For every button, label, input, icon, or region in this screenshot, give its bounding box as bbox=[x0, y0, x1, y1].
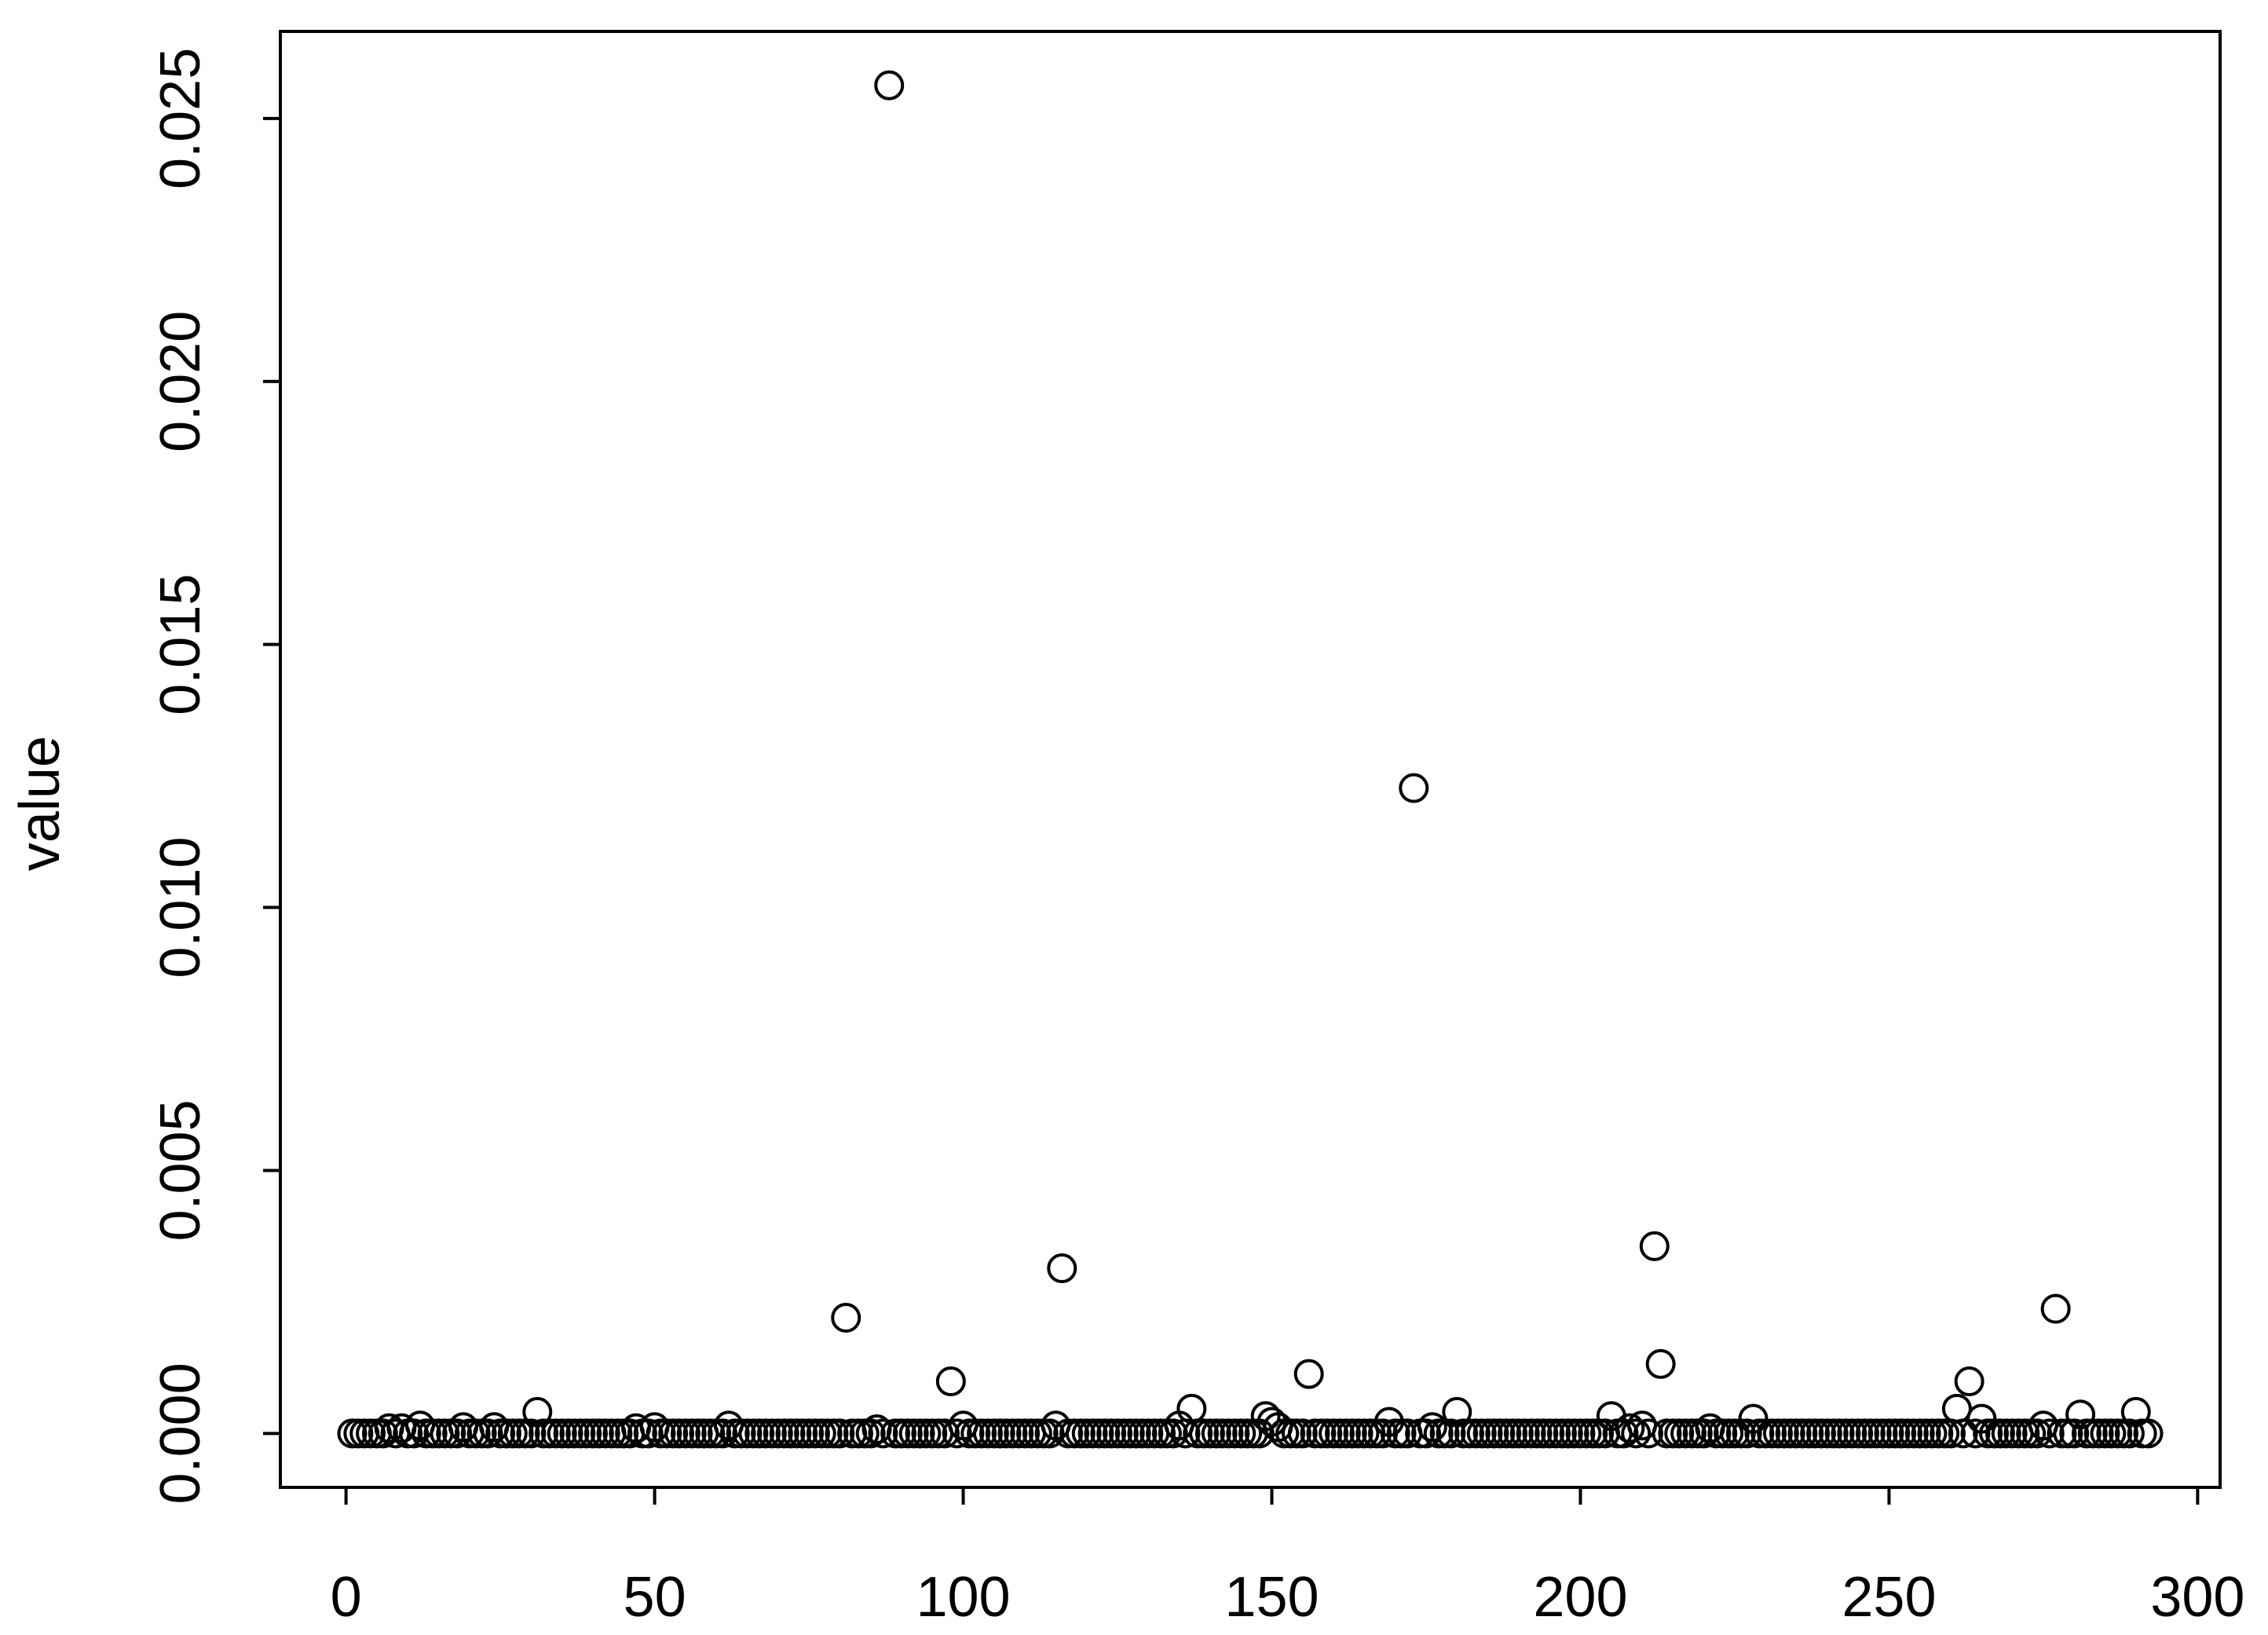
x-tick-label: 50 bbox=[624, 1566, 686, 1629]
x-tick-label: 250 bbox=[1842, 1566, 1936, 1629]
point bbox=[1954, 1366, 1985, 1397]
point bbox=[868, 1418, 898, 1449]
x-tick-label: 200 bbox=[1533, 1566, 1627, 1629]
point bbox=[1399, 773, 1429, 803]
y-axis-label: value bbox=[9, 736, 71, 871]
point bbox=[1158, 1418, 1188, 1449]
point bbox=[633, 1418, 664, 1449]
point bbox=[442, 1418, 473, 1449]
point bbox=[942, 1418, 972, 1449]
point bbox=[2059, 1418, 2090, 1449]
point bbox=[874, 70, 905, 101]
y-tick-label: 0.025 bbox=[149, 48, 212, 189]
point bbox=[825, 1418, 855, 1449]
y-tick-label: 0.000 bbox=[149, 1362, 212, 1504]
point bbox=[516, 1418, 547, 1449]
y-tick-label: 0.020 bbox=[149, 311, 212, 452]
point bbox=[1633, 1418, 1663, 1449]
point bbox=[1948, 1418, 1978, 1449]
point bbox=[473, 1418, 503, 1449]
y-tick-label: 0.015 bbox=[149, 574, 212, 715]
x-tick-label: 100 bbox=[916, 1566, 1010, 1629]
plot-frame bbox=[279, 30, 2222, 1489]
point bbox=[2022, 1418, 2053, 1449]
point bbox=[935, 1366, 966, 1397]
point bbox=[1688, 1418, 1719, 1449]
x-tick-label: 300 bbox=[2150, 1566, 2244, 1629]
point bbox=[2114, 1418, 2145, 1449]
point bbox=[1293, 1359, 1324, 1389]
point bbox=[831, 1302, 861, 1333]
point bbox=[708, 1418, 738, 1449]
y-tick-label: 0.010 bbox=[149, 836, 212, 978]
point bbox=[1047, 1253, 1077, 1284]
point bbox=[1639, 1231, 1670, 1261]
y-tick-label: 0.005 bbox=[149, 1099, 212, 1241]
point bbox=[399, 1418, 430, 1449]
point bbox=[1608, 1418, 1639, 1449]
point bbox=[2133, 1418, 2164, 1449]
x-tick-label: 0 bbox=[331, 1566, 362, 1629]
point bbox=[1732, 1418, 1762, 1449]
point bbox=[1615, 1413, 1645, 1443]
point bbox=[2034, 1418, 2065, 1449]
point bbox=[368, 1418, 398, 1449]
x-tick-label: 150 bbox=[1224, 1566, 1319, 1629]
point bbox=[2040, 1293, 2071, 1324]
point bbox=[1645, 1348, 1676, 1379]
point bbox=[1287, 1418, 1318, 1449]
point bbox=[1034, 1418, 1065, 1449]
point bbox=[855, 1418, 886, 1449]
point bbox=[929, 1418, 960, 1449]
point bbox=[1941, 1393, 1972, 1424]
point bbox=[1960, 1418, 1991, 1449]
point bbox=[1436, 1418, 1466, 1449]
point bbox=[1621, 1418, 1652, 1449]
point bbox=[1410, 1418, 1441, 1449]
